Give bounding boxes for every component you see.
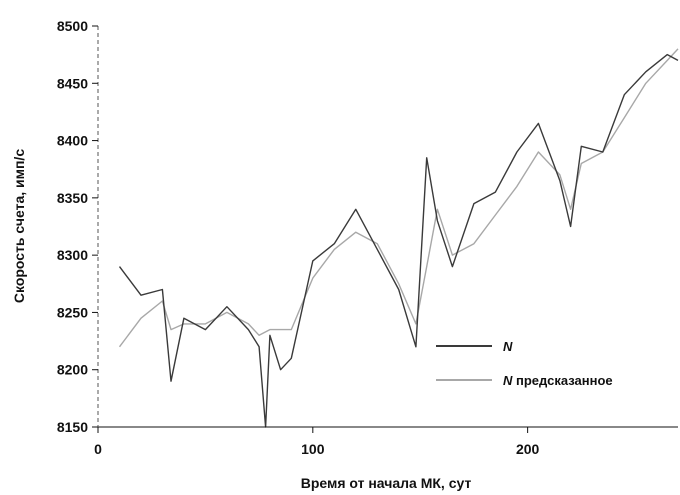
series-line-predicted [118,48,679,348]
axes [97,26,678,428]
legend-series-suffix: предсказанное [512,373,612,388]
series-line-measured [118,53,679,428]
x-axis-title: Время от начала МК, сут [301,475,472,491]
y-tick-label: 8350 [57,190,88,206]
y-tick-label: 8150 [57,419,88,435]
legend-series-name: N [503,339,513,354]
y-tick-label: 8400 [57,133,88,149]
y-tick-label: 8300 [57,247,88,263]
x-tick-label: 100 [301,441,325,457]
x-tick-label: 0 [94,441,102,457]
legend: NN предсказанное [436,339,613,388]
x-ticks: 0 100 200 [94,427,540,457]
y-ticks: 8150 8200 8250 8300 8350 8400 8450 8500 [57,18,98,435]
legend-label: N предсказанное [503,373,613,388]
legend-series-name: N [503,373,513,388]
y-tick-label: 8200 [57,362,88,378]
plot-area [118,48,679,428]
x-tick-label: 200 [516,441,540,457]
y-tick-label: 8250 [57,304,88,320]
y-axis-title: Скорость счета, имп/с [11,149,27,303]
y-tick-label: 8500 [57,18,88,34]
y-tick-label: 8450 [57,75,88,91]
legend-label: N [503,339,513,354]
